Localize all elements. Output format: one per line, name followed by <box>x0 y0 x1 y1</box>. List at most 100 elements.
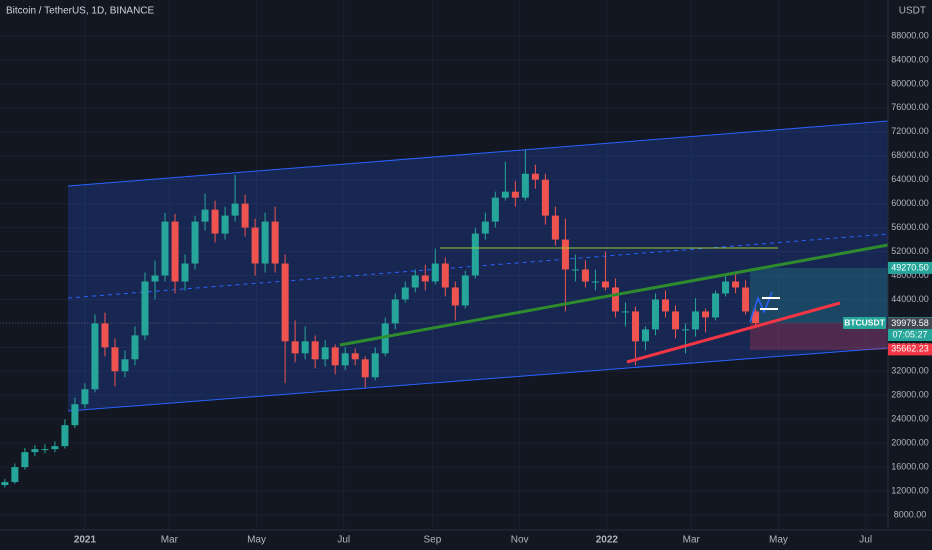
candle-body <box>271 221 279 264</box>
candle-body <box>732 281 740 288</box>
symbol-label: BTCUSDT <box>844 317 885 327</box>
price-label: 39979.58 <box>891 318 929 328</box>
candle-body <box>51 446 59 450</box>
candle-body <box>481 221 489 234</box>
channel-lower <box>67 347 889 412</box>
candle-body <box>111 347 119 372</box>
candle-body <box>571 269 579 271</box>
x-tick-label: May <box>769 535 788 546</box>
y-tick-label: 48000.00 <box>891 270 929 280</box>
candles <box>1 149 760 488</box>
y-tick-label: 24000.00 <box>891 414 929 424</box>
candle-body <box>601 281 609 288</box>
y-tick-label: 68000.00 <box>891 150 929 160</box>
y-tick-label: 52000.00 <box>891 246 929 256</box>
candle-body <box>131 335 139 360</box>
price-axis <box>888 0 932 550</box>
candle-body <box>682 329 690 331</box>
candle-body <box>521 173 529 198</box>
candle-body <box>181 263 189 282</box>
candle-body <box>1 482 9 486</box>
candle-body <box>391 299 399 324</box>
y-tick-label: 64000.00 <box>891 174 929 184</box>
axis-labels: 8000.00 12000.00 16000.00 20000.00 24000.00 2… <box>74 30 932 546</box>
price-label: 35662.23 <box>891 344 929 354</box>
candle-body <box>692 311 700 330</box>
candle-body <box>561 239 569 270</box>
candle-body <box>71 404 79 426</box>
red-trendline <box>626 301 841 364</box>
candle-body <box>461 275 469 306</box>
x-tick-label: Mar <box>161 535 179 546</box>
x-tick-label: Nov <box>511 535 529 546</box>
candle-body <box>151 275 159 282</box>
y-tick-label: 80000.00 <box>891 78 929 88</box>
candle-body <box>301 341 309 354</box>
y-tick-label: 60000.00 <box>891 198 929 208</box>
y-tick-label: 32000.00 <box>891 366 929 376</box>
price-label-bg <box>888 317 932 330</box>
currency: USDT <box>899 6 926 17</box>
candle-body <box>471 233 479 276</box>
price-label-bg <box>888 343 932 356</box>
chart-title: Bitcoin / TetherUS, 1D, BINANCE <box>6 6 155 17</box>
y-tick-label: 72000.00 <box>891 126 929 136</box>
candle-body <box>191 221 199 264</box>
candle-body <box>141 281 149 336</box>
candle-body <box>251 227 259 264</box>
countdown: 07:05:27 <box>892 329 927 339</box>
candle-body <box>331 347 339 366</box>
countdown-bg <box>888 329 932 342</box>
candle-body <box>121 359 129 372</box>
candle-body <box>81 389 89 405</box>
candle-body <box>321 347 329 360</box>
candle-body <box>31 449 39 453</box>
x-tick-label: Mar <box>683 535 701 546</box>
price-label-bg <box>888 261 932 274</box>
projection <box>749 291 773 323</box>
candle-body <box>401 287 409 300</box>
candle-body <box>451 287 459 306</box>
candle-body <box>431 263 439 282</box>
y-tick-label: 12000.00 <box>891 485 929 495</box>
y-tick-label: 8000.00 <box>894 509 927 519</box>
y-tick-label: 76000.00 <box>891 102 929 112</box>
candle-body <box>261 221 269 264</box>
y-tick-label: 88000.00 <box>891 30 929 40</box>
candle-body <box>411 275 419 288</box>
candle-body <box>281 263 289 342</box>
candle-body <box>651 299 659 330</box>
candle-body <box>722 281 730 294</box>
candle-body <box>661 299 669 312</box>
candle-body <box>101 323 109 348</box>
x-tick-label: Jul <box>337 535 350 546</box>
candle-body <box>712 293 720 318</box>
y-tick-label: 16000.00 <box>891 461 929 471</box>
time-axis <box>0 530 932 550</box>
candle-body <box>441 263 449 288</box>
candle-body <box>631 311 639 342</box>
y-tick-label: 20000.00 <box>891 438 929 448</box>
candle-body <box>61 425 69 447</box>
candle-body <box>311 341 319 360</box>
x-tick-label: Sep <box>424 535 442 546</box>
candle-body <box>21 452 29 468</box>
candle-body <box>221 215 229 234</box>
candle-body <box>621 311 629 313</box>
y-tick-label: 56000.00 <box>891 222 929 232</box>
candle-body <box>201 209 209 222</box>
candle-body <box>161 221 169 276</box>
candle-body <box>531 173 539 180</box>
x-tick-label: May <box>247 535 266 546</box>
target-zone <box>750 268 888 323</box>
x-tick-label: 2021 <box>74 535 97 546</box>
candle-body <box>742 287 750 312</box>
y-tick-label: 28000.00 <box>891 390 929 400</box>
candle-body <box>171 221 179 282</box>
channel-upper <box>67 120 889 187</box>
candle-body <box>501 191 509 198</box>
candle-body <box>541 179 549 216</box>
x-tick-label: 2022 <box>596 535 619 546</box>
candle-body <box>551 215 559 240</box>
